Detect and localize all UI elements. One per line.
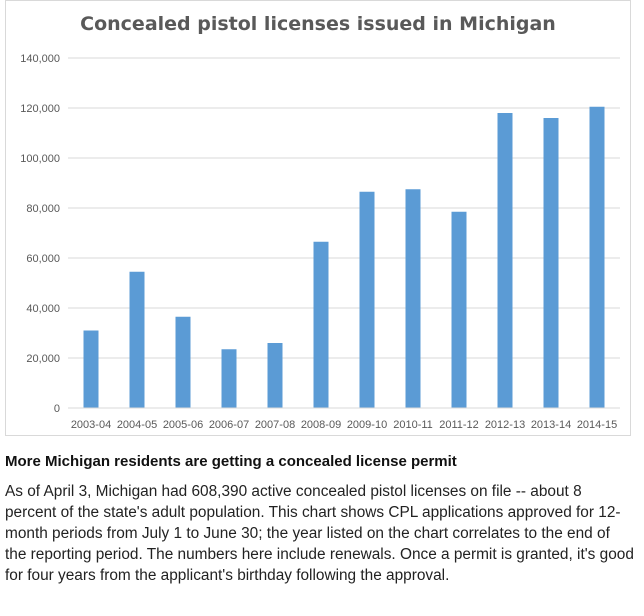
bar [543,118,559,408]
bar [129,271,145,408]
chart-title: Concealed pistol licenses issued in Mich… [80,13,556,35]
bar [221,349,237,408]
y-tick-label: 40,000 [26,303,60,315]
x-tick-label: 2008-09 [301,419,341,431]
bar [83,330,99,408]
bar-chart: 0 20,000 40,000 60,000 80,000 100,000 120,000 1… [20,53,620,431]
bar [405,189,421,408]
x-tick-label: 2009-10 [347,419,387,431]
bar [267,343,283,408]
x-tick-label: 2004-05 [117,419,157,431]
y-tick-label: 120,000 [20,103,60,115]
chart-container: Concealed pistol licenses issued in Mich… [5,0,631,436]
x-tick-label: 2007-08 [255,419,295,431]
bar [497,113,513,408]
x-tick-label: 2005-06 [163,419,203,431]
y-tick-label: 20,000 [26,353,60,365]
y-tick-label: 0 [54,403,60,415]
y-tick-label: 80,000 [26,203,60,215]
bar [589,106,605,408]
bar [175,316,191,408]
x-tick-label: 2014-15 [577,419,617,431]
y-tick-label: 100,000 [20,153,60,165]
caption-body: As of April 3, Michigan had 608,390 acti… [5,483,634,584]
y-tick-label: 140,000 [20,53,60,65]
x-tick-label: 2011-12 [439,419,479,431]
y-tick-label: 60,000 [26,253,60,265]
x-tick-label: 2003-04 [71,419,111,431]
bar [313,241,329,408]
x-tick-label: 2006-07 [209,419,249,431]
bar [359,191,375,408]
x-tick-label: 2013-14 [531,419,571,431]
caption-title: More Michigan residents are getting a co… [5,453,457,470]
bar [451,211,467,408]
x-tick-label: 2010-11 [393,419,433,431]
x-tick-label: 2012-13 [485,419,525,431]
